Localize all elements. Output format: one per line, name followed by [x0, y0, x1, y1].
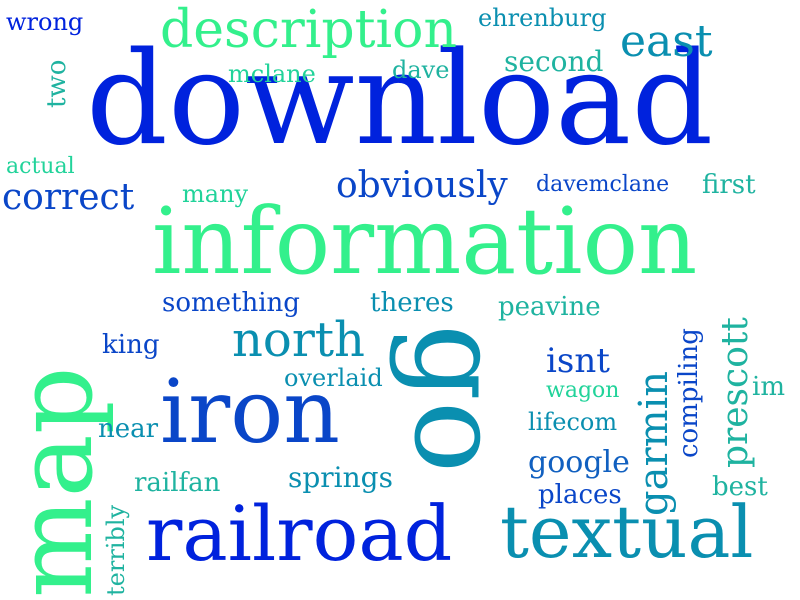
word-wagon: wagon	[546, 378, 620, 403]
word-north: north	[232, 312, 365, 368]
word-second: second	[504, 45, 604, 78]
word-near: near	[98, 414, 159, 444]
word-obviously: obviously	[336, 165, 508, 206]
word-google: google	[528, 445, 630, 480]
word-theres: theres	[370, 288, 454, 318]
word-many: many	[182, 180, 249, 208]
word-im: im	[752, 372, 785, 402]
word-best: best	[712, 472, 768, 502]
word-wrong: wrong	[6, 8, 84, 36]
word-correct: correct	[2, 177, 135, 218]
word-actual: actual	[6, 154, 75, 179]
word-mclane: mclane	[228, 60, 316, 88]
word-textual: textual	[500, 490, 754, 574]
word-railroad: railroad	[146, 489, 453, 578]
word-information: information	[152, 188, 698, 295]
word-download: download	[86, 25, 714, 174]
word-dave: dave	[392, 56, 450, 84]
word-east: east	[620, 16, 713, 67]
word-garmin: garmin	[631, 370, 677, 516]
word-isnt: isnt	[546, 341, 610, 381]
word-ehrenburg: ehrenburg	[478, 4, 607, 32]
word-prescott: prescott	[715, 317, 756, 468]
word-compiling: compiling	[674, 328, 704, 458]
word-overlaid: overlaid	[284, 364, 383, 392]
word-map: map	[0, 366, 116, 598]
word-iron: iron	[160, 360, 340, 463]
word-description: description	[160, 0, 457, 60]
word-something: something	[162, 288, 300, 318]
word-first: first	[702, 170, 756, 200]
word-railfan: railfan	[134, 468, 221, 498]
word-places: places	[538, 480, 622, 510]
word-two: two	[42, 59, 72, 108]
word-springs: springs	[288, 461, 393, 494]
word-lifecom: lifecom	[528, 408, 618, 436]
word-king: king	[102, 330, 160, 360]
word-terribly: terribly	[102, 504, 130, 596]
word-go: go	[387, 324, 526, 474]
word-davemclane: davemclane	[536, 172, 670, 197]
word-peavine: peavine	[498, 292, 601, 322]
